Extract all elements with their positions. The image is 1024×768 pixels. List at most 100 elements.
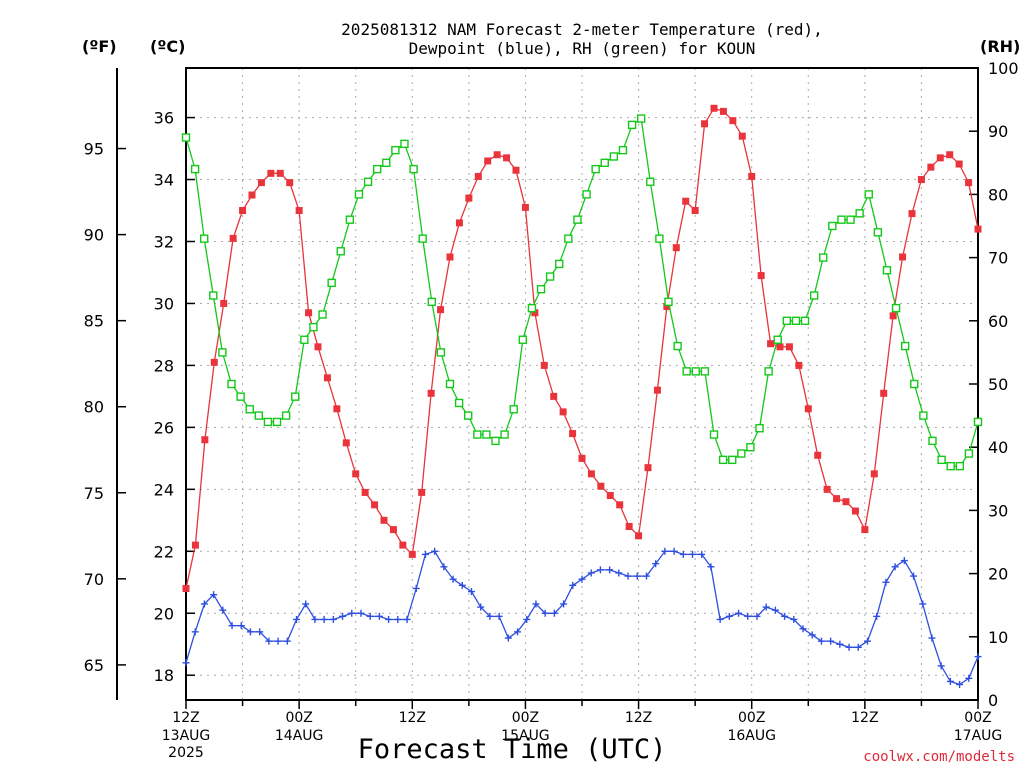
x-tick-date: 16AUG <box>727 728 776 744</box>
temperature-point <box>795 361 803 369</box>
dewpoint-point <box>237 622 245 630</box>
temperature-point <box>814 451 822 459</box>
data-series <box>181 104 983 689</box>
rh-point <box>700 367 710 376</box>
rh-point <box>937 455 946 465</box>
rh-point <box>791 316 801 325</box>
celsius-tick-label: 34 <box>154 171 174 190</box>
rh-point <box>900 341 910 351</box>
rh-tick-label: 20 <box>988 565 1008 584</box>
x-axis-label: Forecast Time (UTC) <box>358 734 667 765</box>
dewpoint-point <box>366 612 374 620</box>
dewpoint-point <box>790 615 798 623</box>
temperature-point <box>927 163 935 171</box>
fahrenheit-unit-label: (ºF) <box>82 37 117 56</box>
rh-point <box>636 114 646 123</box>
dewpoint-point <box>716 615 724 623</box>
temperature-point <box>738 132 746 140</box>
temperature-point <box>455 219 463 227</box>
temperature-point <box>606 492 614 500</box>
rh-point <box>755 424 764 433</box>
x-tick-date: 13AUG <box>162 728 211 744</box>
rh-point <box>555 259 564 269</box>
rh-point <box>737 449 746 458</box>
rh-point <box>418 234 427 243</box>
rh-point <box>436 348 446 357</box>
rh-point <box>300 335 309 344</box>
temperature-point <box>521 203 529 211</box>
rh-point <box>382 158 391 168</box>
celsius-tick-label: 22 <box>154 542 174 561</box>
dewpoint-point <box>348 609 356 617</box>
temperature-point <box>446 253 454 261</box>
rh-tick-label: 0 <box>988 691 998 710</box>
temperature-point <box>719 107 727 115</box>
dewpoint-point <box>412 584 420 592</box>
dewpoint-point <box>467 588 475 596</box>
temperature-point <box>465 194 473 202</box>
dewpoint-point <box>863 637 871 645</box>
dewpoint-point <box>735 609 743 617</box>
temperature-point <box>371 501 379 509</box>
rh-point <box>718 455 728 465</box>
x-tick-label: 00Z <box>285 710 312 726</box>
rh-tick-label: 60 <box>988 312 1008 331</box>
rh-tick-label: 80 <box>988 185 1008 204</box>
dewpoint-point <box>900 557 908 565</box>
temperature-point <box>889 312 897 320</box>
temperature-point <box>569 430 577 438</box>
dewpoint-point <box>200 600 208 608</box>
dewpoint-point <box>956 681 964 689</box>
dewpoint-point <box>302 600 310 608</box>
fahrenheit-tick-label: 75 <box>84 484 104 503</box>
temperature-point <box>946 151 954 159</box>
celsius-tick-label: 18 <box>154 666 174 685</box>
temperature-point <box>540 361 548 369</box>
temperature-point <box>833 495 841 503</box>
temperature-point <box>748 172 756 180</box>
temperature-point <box>531 309 539 317</box>
rh-point <box>819 253 828 262</box>
dewpoint-point <box>652 560 660 568</box>
dewpoint-point <box>606 566 614 574</box>
rh-point <box>445 379 455 389</box>
rh-point <box>491 436 500 446</box>
temperature-point <box>418 488 426 496</box>
temperature-point <box>182 584 190 592</box>
temperature-point <box>917 176 925 184</box>
temperature-point <box>823 485 831 493</box>
rh-tick-label: 100 <box>988 59 1019 78</box>
temperature-point <box>870 470 878 478</box>
rh-point <box>728 455 737 465</box>
rh-point <box>227 379 236 389</box>
dewpoint-point <box>698 550 706 558</box>
temperature-point <box>493 151 501 159</box>
rh-point <box>363 177 373 186</box>
dewpoint-point <box>827 637 835 645</box>
rh-tick-label: 40 <box>988 438 1008 457</box>
rh-point <box>582 190 591 199</box>
rh-point <box>764 367 773 376</box>
rh-point <box>291 392 300 401</box>
dewpoint-point <box>642 572 650 580</box>
temperature-point <box>437 306 445 314</box>
rh-point <box>309 322 318 332</box>
rh-point <box>536 285 546 294</box>
dewpoint-point <box>523 615 531 623</box>
rh-point <box>336 247 345 256</box>
rh-point <box>955 461 964 471</box>
x-tick-year: 2025 <box>168 745 204 761</box>
rh-tick-label: 90 <box>988 122 1008 141</box>
dewpoint-point <box>385 615 393 623</box>
rh-tick-label: 70 <box>988 249 1008 268</box>
rh-point <box>846 215 855 224</box>
temperature-point <box>974 225 982 233</box>
dewpoint-point <box>550 609 558 617</box>
rh-point <box>855 209 864 218</box>
rh-point <box>454 398 464 408</box>
dewpoint-point <box>569 581 577 589</box>
temperature-point <box>210 358 218 366</box>
celsius-tick-label: 32 <box>154 232 174 251</box>
x-tick-label: 00Z <box>738 710 765 726</box>
rh-point <box>600 158 609 168</box>
